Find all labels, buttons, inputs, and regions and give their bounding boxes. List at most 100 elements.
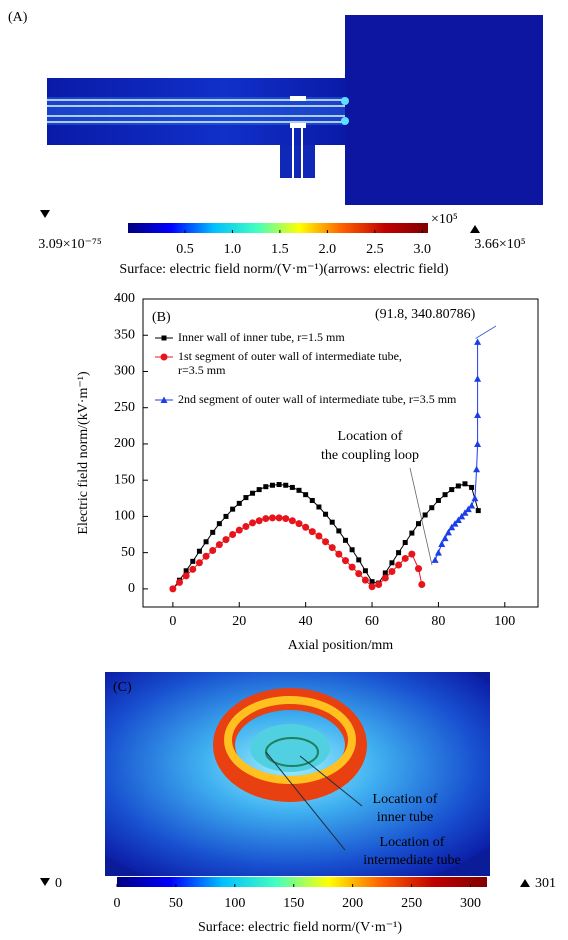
- data-point: [356, 557, 362, 563]
- data-point: [349, 547, 355, 553]
- data-point: [469, 484, 475, 490]
- data-point: [243, 495, 249, 501]
- annotation: Location of: [380, 835, 445, 850]
- colorbar-tick-label: 2.0: [319, 242, 337, 257]
- colorbar-tick-label: 100: [224, 896, 245, 911]
- data-point: [368, 583, 376, 591]
- data-point: [323, 511, 329, 517]
- data-point: [209, 546, 217, 554]
- data-point: [316, 504, 322, 510]
- legend-entry: 1st segment of outer wall of intermediat…: [178, 349, 402, 377]
- data-point: [431, 556, 439, 563]
- data-point: [315, 532, 323, 540]
- legend-label: 1st segment of outer wall of intermediat…: [178, 349, 402, 377]
- ring-crest: [224, 696, 356, 784]
- hot-spot: [341, 97, 349, 105]
- caption: Surface: electric field norm/(V·m⁻¹): [198, 920, 402, 935]
- data-point: [255, 517, 263, 525]
- data-point: [216, 521, 222, 527]
- y-tick-label: 0: [128, 581, 135, 596]
- y-tick-label: 200: [114, 436, 135, 451]
- data-point: [189, 565, 197, 573]
- data-point: [382, 570, 388, 576]
- data-point: [402, 540, 408, 546]
- leader: [265, 751, 346, 851]
- data-point: [282, 515, 290, 523]
- data-point: [242, 523, 250, 531]
- annotation: Location of: [338, 429, 403, 444]
- y-tick-label: 100: [114, 509, 135, 524]
- x-axis-label: Axial position/mm: [288, 638, 394, 653]
- y-tick-label: 250: [114, 400, 135, 415]
- legend-label: Inner wall of inner tube, r=1.5 mm: [178, 330, 345, 344]
- data-point: [438, 540, 446, 547]
- data-point: [418, 581, 426, 589]
- data-point: [401, 554, 409, 562]
- data-point: [442, 492, 448, 498]
- data-point: [409, 530, 415, 536]
- peak-leader: [475, 325, 497, 339]
- data-point: [348, 563, 356, 571]
- data-point: [449, 487, 455, 493]
- data-point: [429, 505, 435, 511]
- min-label: 3.09×10⁻⁷⁵: [38, 237, 102, 252]
- series-line: [172, 483, 479, 590]
- data-point: [462, 481, 468, 487]
- data-point: [223, 513, 229, 519]
- data-point: [336, 528, 342, 534]
- min-label: 0: [55, 876, 62, 891]
- x-tick-label: 80: [431, 614, 445, 629]
- annotation: intermediate tube: [363, 853, 461, 868]
- data-point: [210, 529, 216, 535]
- data-point: [176, 578, 184, 586]
- max-label: 301: [535, 876, 556, 891]
- colorbar-tick-label: 50: [169, 896, 183, 911]
- data-point: [289, 484, 295, 490]
- legend-entry: 2nd segment of outer wall of intermediat…: [178, 392, 456, 406]
- glow: [47, 97, 345, 125]
- data-point: [335, 550, 343, 558]
- min-marker: [40, 878, 50, 886]
- leader: [299, 755, 363, 807]
- data-point: [458, 512, 466, 520]
- exponent-label: ×10⁵: [431, 212, 458, 227]
- data-point: [468, 502, 476, 509]
- data-point: [195, 559, 203, 567]
- y-tick-label: 350: [114, 327, 135, 342]
- data-point: [183, 568, 189, 574]
- max-marker: [470, 225, 480, 233]
- data-point: [355, 570, 363, 578]
- panel-label: (A): [8, 10, 28, 25]
- data-point: [474, 338, 482, 345]
- x-tick-label: 60: [365, 614, 379, 629]
- data-point: [328, 544, 336, 552]
- y-axis-label: Electric field norm/(kV·m⁻¹): [76, 371, 91, 535]
- y-tick-label: 150: [114, 472, 135, 487]
- colorbar-tick-label: 1.5: [271, 242, 289, 257]
- data-point: [263, 484, 269, 490]
- annotation: inner tube: [377, 810, 433, 825]
- colorbar-tick-label: 2.5: [366, 242, 384, 257]
- data-point: [262, 515, 270, 523]
- data-point: [322, 538, 330, 546]
- data-point: [249, 519, 257, 527]
- data-point: [341, 557, 349, 565]
- colorbar-tick-label: 200: [342, 896, 363, 911]
- x-tick-label: 40: [299, 614, 313, 629]
- data-point: [451, 520, 459, 527]
- annotation: the coupling loop: [321, 448, 419, 463]
- data-point: [473, 465, 481, 473]
- legend-marker: [161, 335, 167, 341]
- data-point: [471, 494, 479, 502]
- plot-frame: [142, 298, 539, 608]
- max-label: 3.66×10⁵: [474, 237, 525, 252]
- data-point: [288, 517, 296, 525]
- data-point: [235, 526, 243, 534]
- legend-marker: [160, 396, 168, 403]
- data-point: [276, 482, 282, 488]
- field-image-a: [47, 15, 543, 205]
- data-point: [229, 531, 237, 539]
- data-point: [342, 537, 348, 543]
- colorbar-tick-label: 300: [460, 896, 481, 911]
- data-point: [230, 506, 236, 512]
